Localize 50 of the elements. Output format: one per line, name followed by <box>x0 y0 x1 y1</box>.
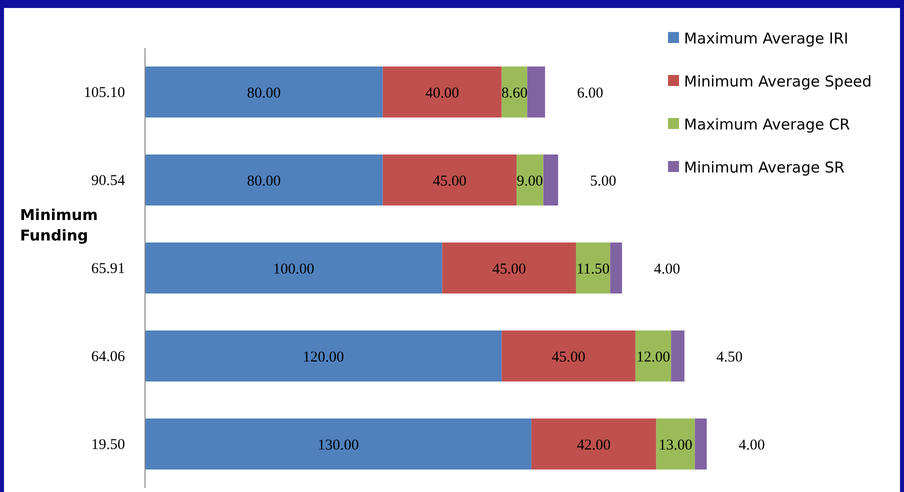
bar <box>145 66 383 118</box>
bar <box>442 242 576 294</box>
legend-label: Minimum Average Speed <box>684 72 872 90</box>
bar <box>576 242 610 294</box>
bar <box>694 418 707 470</box>
data-label: 6.00 <box>576 85 604 102</box>
data-label: 100.00 <box>272 261 314 278</box>
legend-label: Maximum Average IRI <box>684 29 848 48</box>
y-tick-label: 90.54 <box>91 172 126 189</box>
bar <box>382 66 502 118</box>
bar <box>531 418 656 470</box>
legend-label: Minimum Average SR <box>684 158 845 176</box>
data-label: 130.00 <box>318 437 359 454</box>
bar <box>382 154 517 206</box>
data-label: 45.00 <box>492 261 526 278</box>
y-tick-label: 19.50 <box>91 436 125 453</box>
legend-label: Maximum Average CR <box>684 115 850 134</box>
bar <box>145 242 442 294</box>
data-label: 120.00 <box>302 349 344 366</box>
data-label: 4.00 <box>738 437 765 454</box>
data-label: 12.00 <box>636 349 670 366</box>
bar <box>145 154 383 206</box>
bar <box>502 330 636 382</box>
bar <box>145 330 502 382</box>
data-label: 45.00 <box>552 349 586 366</box>
data-label: 80.00 <box>247 173 281 190</box>
data-label: 4.50 <box>716 349 743 366</box>
bar <box>527 66 546 118</box>
y-tick-label: 65.91 <box>91 260 125 277</box>
data-label: 40.00 <box>425 85 460 102</box>
data-label: 42.00 <box>576 437 611 454</box>
bar <box>635 330 672 382</box>
data-label: 4.00 <box>654 261 680 278</box>
y-tick-label: 105.10 <box>84 84 125 101</box>
bar <box>656 418 695 470</box>
data-label: 80.00 <box>247 85 281 102</box>
data-label: 5.00 <box>590 173 616 190</box>
data-label: 11.50 <box>576 261 610 278</box>
data-label: 13.00 <box>658 437 692 454</box>
data-label: 45.00 <box>432 173 467 190</box>
bar <box>516 154 544 206</box>
bar <box>610 242 622 294</box>
data-label: 8.60 <box>501 85 528 102</box>
y-tick-label: 64.06 <box>91 348 126 365</box>
bar <box>145 418 532 470</box>
data-label: 9.00 <box>516 173 544 190</box>
bar <box>502 66 528 118</box>
bar <box>671 330 684 382</box>
bar <box>543 154 558 206</box>
y-axis-title: Minimum Funding <box>20 206 98 244</box>
